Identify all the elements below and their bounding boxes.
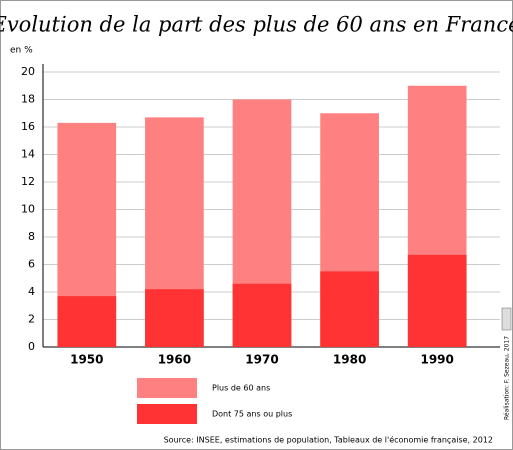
- bar: [407, 254, 467, 347]
- y-tick-label: 4: [28, 285, 35, 298]
- legend-swatch: [137, 378, 197, 398]
- credit: Réalisation: F. Sezeau, 2017: [504, 336, 511, 420]
- bar: [57, 296, 117, 347]
- y-tick-label: 8: [28, 230, 35, 243]
- y-tick-label: 0: [28, 340, 35, 353]
- x-tick-label: 1990: [420, 353, 453, 367]
- chart-title: Evolution de la part des plus de 60 ans …: [0, 13, 513, 37]
- y-tick-label: 2: [28, 313, 35, 326]
- y-axis-label: en %: [10, 46, 33, 56]
- x-tick-label: 1970: [245, 353, 278, 367]
- bar: [232, 283, 292, 347]
- y-tick-label: 12: [21, 175, 35, 188]
- y-tick-label: 20: [21, 65, 35, 78]
- bar: [145, 289, 204, 347]
- license-icon: [501, 307, 512, 331]
- x-tick-label: 1980: [333, 353, 366, 367]
- y-tick-label: 6: [28, 258, 35, 271]
- legend-label: Plus de 60 ans: [212, 384, 270, 393]
- x-tick-label: 1950: [70, 353, 103, 367]
- x-tick-label: 1960: [158, 353, 191, 367]
- y-tick-label: 10: [21, 203, 35, 216]
- bar: [320, 271, 379, 347]
- source: Source: INSEE, estimations de population…: [164, 435, 493, 445]
- y-tick-label: 18: [21, 93, 35, 106]
- y-tick-label: 16: [21, 120, 35, 133]
- legend-label: Dont 75 ans ou plus: [212, 410, 292, 419]
- y-tick-label: 14: [21, 148, 35, 161]
- legend-swatch: [137, 404, 197, 424]
